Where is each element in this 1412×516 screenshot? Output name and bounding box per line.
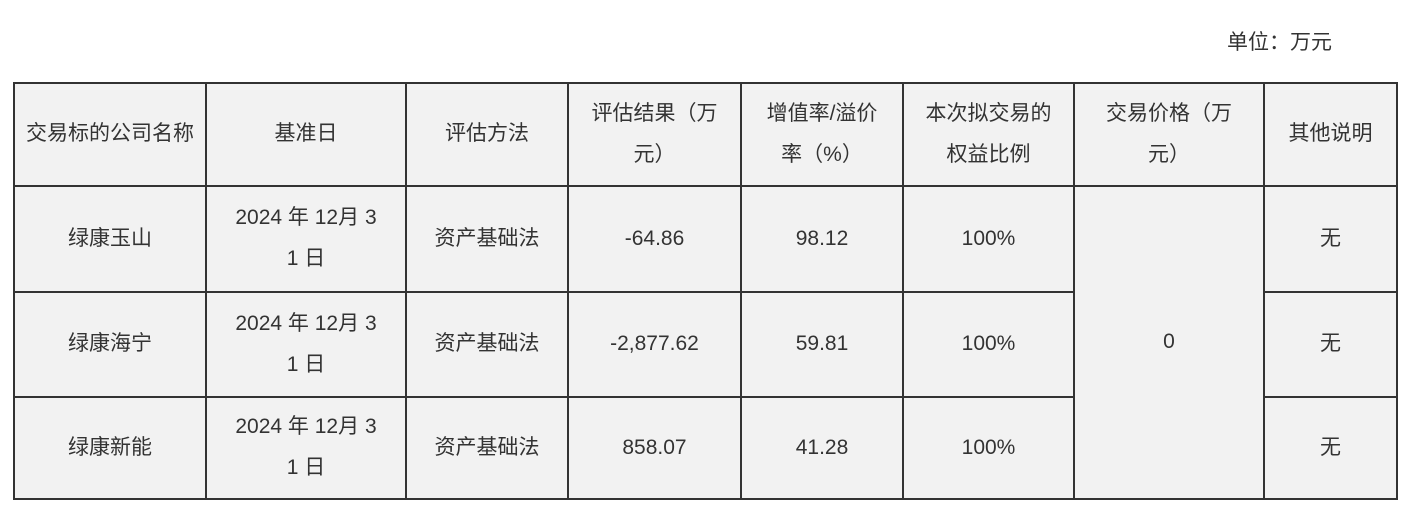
header-row: 交易标的公司名称 基准日 评估方法 评估结果（万 元） 增值率/溢价 率（%） … [13, 82, 1398, 187]
cell-company: 绿康玉山 [13, 185, 207, 293]
header-cell-other: 其他说明 [1263, 82, 1398, 187]
cell-base-date: 2024 年 12月 3 1 日 [205, 396, 407, 500]
cell-equity: 100% [902, 185, 1075, 293]
cell-price-merged: 0 [1073, 185, 1265, 500]
cell-equity: 100% [902, 291, 1075, 398]
cell-base-date: 2024 年 12月 3 1 日 [205, 185, 407, 293]
header-cell-method: 评估方法 [405, 82, 569, 187]
table-row: 绿康海宁 2024 年 12月 3 1 日 资产基础法 -2,877.62 59… [13, 291, 1398, 398]
cell-method: 资产基础法 [405, 396, 569, 500]
cell-rate: 98.12 [740, 185, 904, 293]
cell-result: -64.86 [567, 185, 742, 293]
cell-company: 绿康新能 [13, 396, 207, 500]
cell-other: 无 [1263, 396, 1398, 500]
header-cell-equity: 本次拟交易的 权益比例 [902, 82, 1075, 187]
header-cell-price: 交易价格（万 元） [1073, 82, 1265, 187]
cell-rate: 41.28 [740, 396, 904, 500]
cell-other: 无 [1263, 185, 1398, 293]
unit-label: 单位：万元 [1227, 31, 1332, 54]
cell-method: 资产基础法 [405, 185, 569, 293]
header-cell-base-date: 基准日 [205, 82, 407, 187]
header-cell-result: 评估结果（万 元） [567, 82, 742, 187]
cell-equity: 100% [902, 396, 1075, 500]
cell-result: -2,877.62 [567, 291, 742, 398]
table-row: 绿康玉山 2024 年 12月 3 1 日 资产基础法 -64.86 98.12… [13, 185, 1398, 500]
table-row: 绿康新能 2024 年 12月 3 1 日 资产基础法 858.07 41.28… [13, 396, 1398, 500]
valuation-table: 交易标的公司名称 基准日 评估方法 评估结果（万 元） 增值率/溢价 率（%） … [13, 82, 1398, 500]
cell-base-date: 2024 年 12月 3 1 日 [205, 291, 407, 398]
header-cell-company: 交易标的公司名称 [13, 82, 207, 187]
cell-company: 绿康海宁 [13, 291, 207, 398]
cell-rate: 59.81 [740, 291, 904, 398]
cell-method: 资产基础法 [405, 291, 569, 398]
cell-other: 无 [1263, 291, 1398, 398]
header-cell-rate: 增值率/溢价 率（%） [740, 82, 904, 187]
cell-result: 858.07 [567, 396, 742, 500]
